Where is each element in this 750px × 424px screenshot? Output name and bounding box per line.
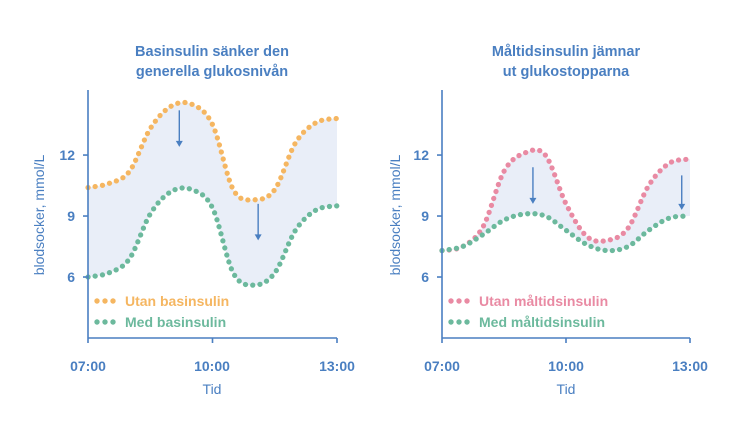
left-legend-marker-1-dot-0 (94, 319, 100, 325)
right-chart-title-line-1: Måltidsinsulin jämnar (492, 44, 641, 60)
left-legend-marker-1-dot-1 (102, 319, 108, 325)
left-y-tick-label-9: 9 (67, 208, 75, 224)
right-y-tick-label-6: 6 (421, 269, 429, 285)
right-legend-label-green: Med måltidsinsulin (479, 314, 605, 330)
right-y-axis-label: blodsocker, mmol/L (387, 154, 403, 275)
left-arrow-head-0 (175, 140, 183, 147)
left-y-tick-label-12: 12 (59, 147, 75, 163)
right-y-tick-label-12: 12 (413, 147, 429, 163)
left-legend-label-green: Med basinsulin (125, 314, 226, 330)
right-series-line-utan-måltidsinsulin (439, 147, 693, 254)
right-arrow-head-0 (529, 197, 537, 204)
right-legend-marker-0-dot-2 (464, 298, 470, 304)
left-y-axis-label: blodsocker, mmol/L (31, 154, 47, 275)
right-legend-label-pink: Utan måltidsinsulin (479, 293, 608, 309)
right-legend-marker-1-dot-0 (448, 319, 454, 325)
right-x-axis-label: Tid (557, 381, 576, 397)
right-y-tick-label-9: 9 (421, 208, 429, 224)
left-legend-label-orange: Utan basinsulin (125, 293, 229, 309)
left-chart-title-line-1: Basinsulin sänker den (135, 44, 289, 60)
left-shaded-band (88, 102, 337, 286)
left-x-tick-label-1300: 13:00 (319, 358, 355, 374)
right-x-tick-label-1000: 10:00 (548, 358, 584, 374)
right-arrow-head-1 (678, 203, 686, 210)
left-x-tick-label-1000: 10:00 (194, 358, 230, 374)
right-x-tick-label-1300: 13:00 (672, 358, 708, 374)
right-legend-marker-0-dot-0 (448, 298, 454, 304)
right-legend-marker-1-dot-2 (464, 319, 470, 325)
left-series-line-med-basinsulin (85, 185, 340, 288)
left-x-axis-label: Tid (203, 381, 222, 397)
left-x-tick-label-0700: 07:00 (70, 358, 106, 374)
left-y-tick-label-6: 6 (67, 269, 75, 285)
left-legend-marker-0-dot-2 (110, 298, 116, 304)
left-panel: Basinsulin sänker den generella glukosni… (31, 44, 355, 397)
left-legend-marker-0-dot-0 (94, 298, 100, 304)
right-x-tick-label-0700: 07:00 (424, 358, 460, 374)
left-legend-marker-0-dot-1 (102, 298, 108, 304)
right-legend-marker-1-dot-1 (456, 319, 462, 325)
right-chart-title-line-2: ut glukostopparna (503, 64, 630, 80)
chart-marks: 6 9 12 6 9 12 (59, 90, 693, 343)
left-arrow-head-1 (254, 234, 262, 241)
right-legend-marker-0-dot-1 (456, 298, 462, 304)
right-series-line-med-måltidsinsulin (439, 211, 693, 254)
left-legend-marker-1-dot-2 (110, 319, 116, 325)
right-shaded-band (442, 149, 690, 251)
left-series-line-utan-basinsulin (85, 99, 340, 203)
left-chart-title-line-2: generella glukosnivån (136, 64, 288, 80)
right-panel: Måltidsinsulin jämnar ut glukostopparna … (387, 44, 708, 397)
